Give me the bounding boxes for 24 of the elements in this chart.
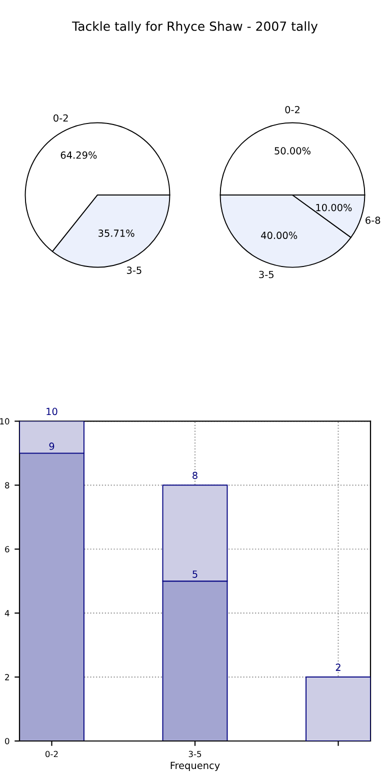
chart-title: Tackle tally for Rhyce Shaw - 2007 tally [72, 21, 318, 34]
y-tick-label: 8 [5, 482, 10, 488]
total-label: 10 [46, 408, 58, 416]
bar [306, 676, 370, 741]
data-label: 50.00% [274, 147, 310, 154]
slice-label: 6-8 [366, 216, 380, 224]
slice-label: 0-2 [285, 106, 300, 114]
y-tick-label: 4 [4, 610, 10, 616]
total-label: 2 [336, 664, 340, 671]
data-label: 40.00% [261, 232, 298, 240]
slice-label: 3-5 [126, 266, 142, 274]
data-label: 10.00% [316, 204, 352, 212]
total-label: 8 [192, 472, 198, 480]
slice-label: 3-5 [259, 270, 274, 278]
slice-label: 0-2 [54, 114, 68, 122]
y-tick-label: 2 [5, 674, 9, 680]
data-label: 5 [192, 570, 198, 578]
y-tick-label: 0 [5, 738, 10, 744]
y-tick-label: 6 [5, 546, 10, 552]
data-label: 9 [49, 442, 54, 450]
y-tick-label: 10 [0, 418, 10, 424]
x-axis-title: Frequency [170, 762, 220, 771]
data-label: 64.29% [60, 151, 97, 159]
data-label: 35.71% [98, 230, 134, 237]
